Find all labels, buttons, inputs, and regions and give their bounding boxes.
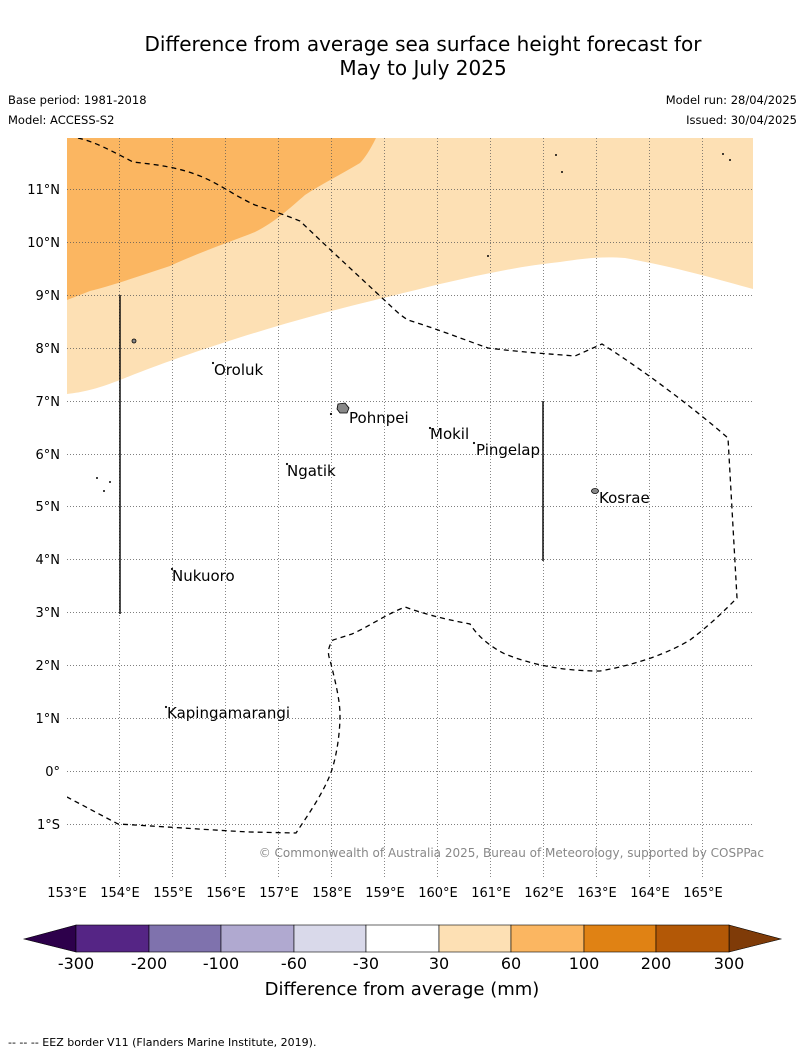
lat-tick-label: 0°: [45, 765, 60, 780]
lon-tick-label: 164°E: [630, 886, 670, 901]
copyright-notice: © Commonwealth of Australia 2025, Bureau…: [259, 846, 764, 860]
colorbar-tick-label: 200: [641, 954, 672, 973]
lon-tick-label: 153°E: [47, 886, 87, 901]
footer-note: -- -- -- EEZ border V11 (Flanders Marine…: [8, 1036, 317, 1049]
lon-tick-label: 157°E: [259, 886, 299, 901]
place-label-kosrae: Kosrae: [599, 489, 650, 507]
kosrae-island: [591, 488, 599, 494]
lat-tick-label: 6°N: [36, 448, 61, 463]
colorbar-tick-label: -100: [203, 954, 239, 973]
colorbar: [22, 924, 783, 953]
colorbar-title: Difference from average (mm): [265, 979, 540, 1000]
colorbar-segment: [510, 924, 585, 953]
title-line-1: Difference from average sea surface heig…: [144, 32, 702, 56]
lat-tick-label: 8°N: [36, 342, 61, 357]
colorbar-segment: [220, 924, 295, 953]
colorbar-segment: [655, 924, 730, 953]
lat-tick-label: 11°N: [27, 183, 60, 198]
model-run-label: Model run: 28/04/2025: [665, 93, 797, 107]
lon-tick-label: 156°E: [206, 886, 246, 901]
colorbar-over-arrow: [728, 924, 783, 953]
lat-tick-label: 1°S: [37, 818, 60, 833]
lon-tick-label: 155°E: [153, 886, 193, 901]
colorbar-tick-label: 60: [501, 954, 521, 973]
lat-tick-label: 3°N: [36, 606, 61, 621]
place-label-pohnpei: Pohnpei: [349, 409, 409, 427]
colorbar-segment: [293, 924, 367, 953]
base-period-label: Base period: 1981-2018: [8, 93, 147, 107]
lat-tick-label: 7°N: [36, 395, 61, 410]
lon-tick-label: 163°E: [577, 886, 617, 901]
colorbar-tick-label: -300: [58, 954, 94, 973]
issued-label: Issued: 30/04/2025: [686, 113, 797, 127]
place-label-mokil: Mokil: [430, 425, 469, 443]
colorbar-tick-label: 300: [714, 954, 745, 973]
lon-tick-label: 165°E: [683, 886, 723, 901]
colorbar-segment: [438, 924, 512, 953]
lon-tick-label: 162°E: [524, 886, 564, 901]
place-label-pingelap: Pingelap: [476, 441, 540, 459]
lat-tick-label: 10°N: [27, 236, 60, 251]
colorbar-segment: [365, 924, 440, 953]
forecast-map: Oroluk Pohnpei Mokil Pingelap Ngatik Kos…: [22, 138, 783, 1000]
lat-tick-label: 1°N: [36, 712, 61, 727]
pohnpei-island: [336, 402, 350, 414]
colorbar-segment: [148, 924, 222, 953]
lat-tick-label: 5°N: [36, 500, 61, 515]
lon-tick-label: 158°E: [312, 886, 352, 901]
model-label: Model: ACCESS-S2: [8, 113, 115, 127]
colorbar-tick-label: -60: [281, 954, 307, 973]
lat-tick-label: 9°N: [36, 289, 61, 304]
colorbar-segment: [75, 924, 150, 953]
lat-tick-label: 2°N: [36, 659, 61, 674]
lon-tick-label: 159°E: [365, 886, 405, 901]
anomaly-band-60-100: [67, 138, 376, 300]
colorbar-tick-label: 100: [569, 954, 600, 973]
chart-title: Difference from average sea surface heig…: [0, 32, 804, 80]
colorbar-tick-label: -30: [353, 954, 379, 973]
colorbar-tick-label: 30: [429, 954, 449, 973]
colorbar-tick-label: -200: [131, 954, 167, 973]
lon-tick-label: 154°E: [100, 886, 140, 901]
lon-tick-label: 160°E: [418, 886, 458, 901]
eez-border: [67, 138, 738, 834]
colorbar-under-arrow: [22, 924, 77, 953]
place-label-kapingamarangi: Kapingamarangi: [167, 704, 290, 722]
place-label-oroluk: Oroluk: [214, 361, 263, 379]
lon-tick-label: 161°E: [471, 886, 511, 901]
islands: [96, 152, 732, 709]
place-label-nukuoro: Nukuoro: [172, 567, 235, 585]
colorbar-segment: [583, 924, 657, 953]
title-line-2: May to July 2025: [339, 56, 507, 80]
place-label-ngatik: Ngatik: [287, 462, 336, 480]
lat-tick-label: 4°N: [36, 553, 61, 568]
